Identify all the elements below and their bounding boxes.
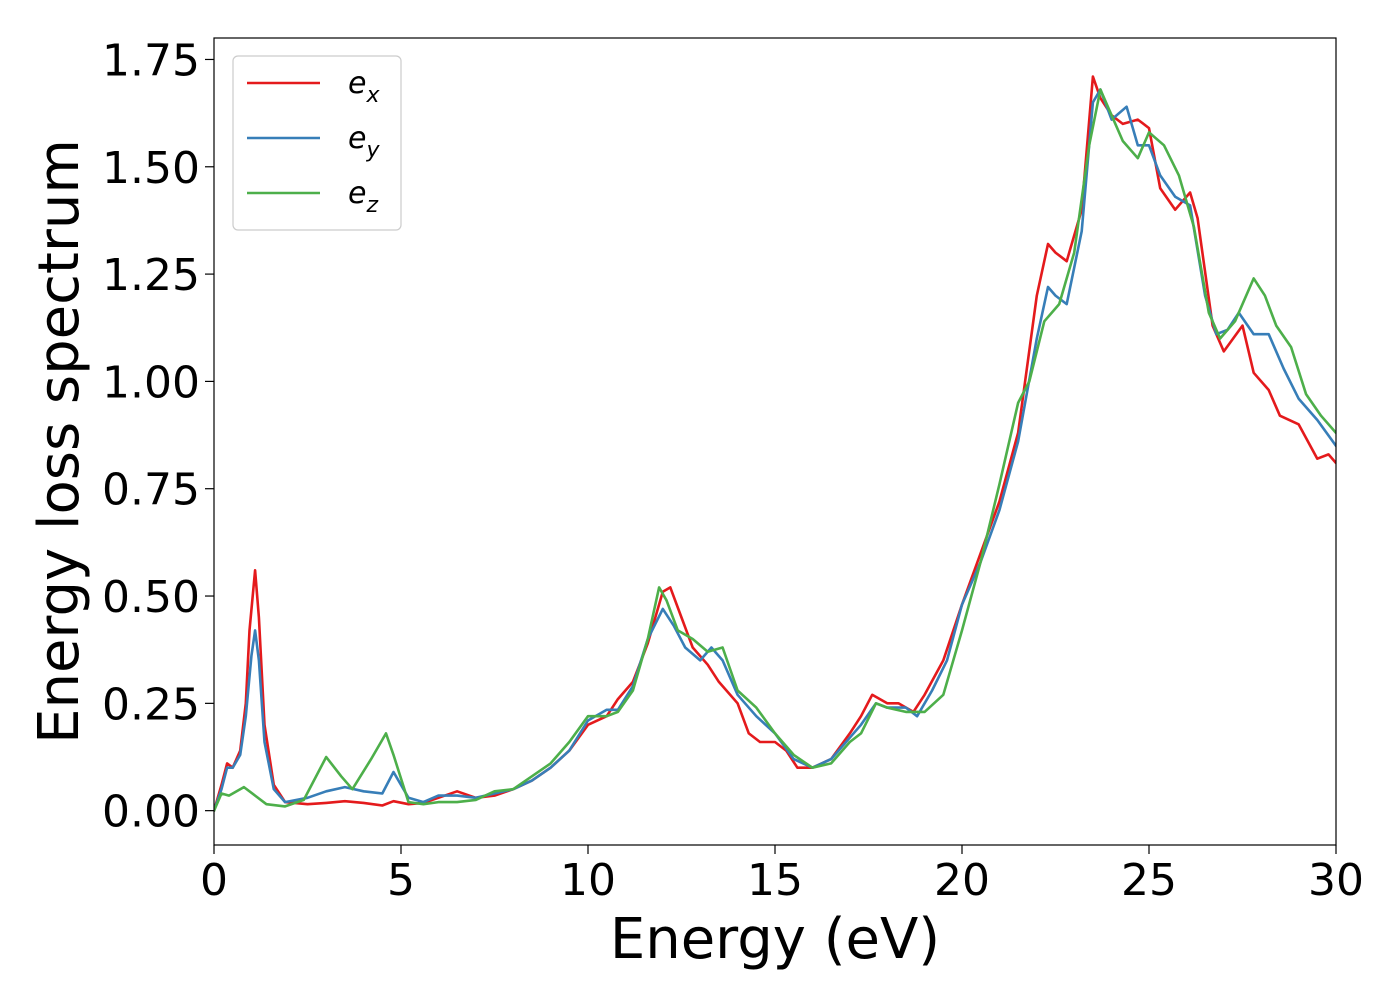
y-tick-label: 0.25 — [102, 679, 200, 730]
x-tick-label: 5 — [387, 855, 415, 906]
y-tick-label: 1.00 — [102, 357, 200, 408]
y-tick-label: 0.75 — [102, 465, 200, 516]
series-layer — [214, 75, 1336, 812]
legend-label-z: ez — [348, 176, 378, 218]
y-tick-label: 1.75 — [102, 35, 200, 86]
y-tick-label: 1.25 — [102, 250, 200, 301]
y-tick-label: 0.50 — [102, 572, 200, 623]
x-tick-label: 25 — [1121, 855, 1177, 906]
series-line-y — [214, 88, 1336, 812]
x-tick-label: 10 — [560, 855, 616, 906]
legend-box — [232, 55, 402, 231]
series-line-x — [214, 75, 1336, 812]
y-tick-label: 1.50 — [102, 143, 200, 194]
series-line-z — [214, 88, 1336, 812]
legend-label-y: ey — [348, 121, 380, 163]
x-tick-label: 20 — [934, 855, 990, 906]
y-axis-title: Energy loss spectrum — [27, 139, 92, 744]
x-axis: 0 5 10 15 20 25 30 — [200, 845, 1364, 906]
y-tick-label: 0.00 — [102, 787, 200, 838]
y-axis: 0.00 0.25 0.50 0.75 1.00 1.25 1.50 1.75 — [102, 35, 214, 838]
x-tick-label: 30 — [1308, 855, 1364, 906]
legend: ex ey ez — [232, 55, 402, 231]
legend-label-x: ex — [348, 66, 380, 108]
x-tick-label: 15 — [747, 855, 803, 906]
x-tick-label: 0 — [200, 855, 228, 906]
x-axis-title: Energy (eV) — [610, 907, 940, 972]
